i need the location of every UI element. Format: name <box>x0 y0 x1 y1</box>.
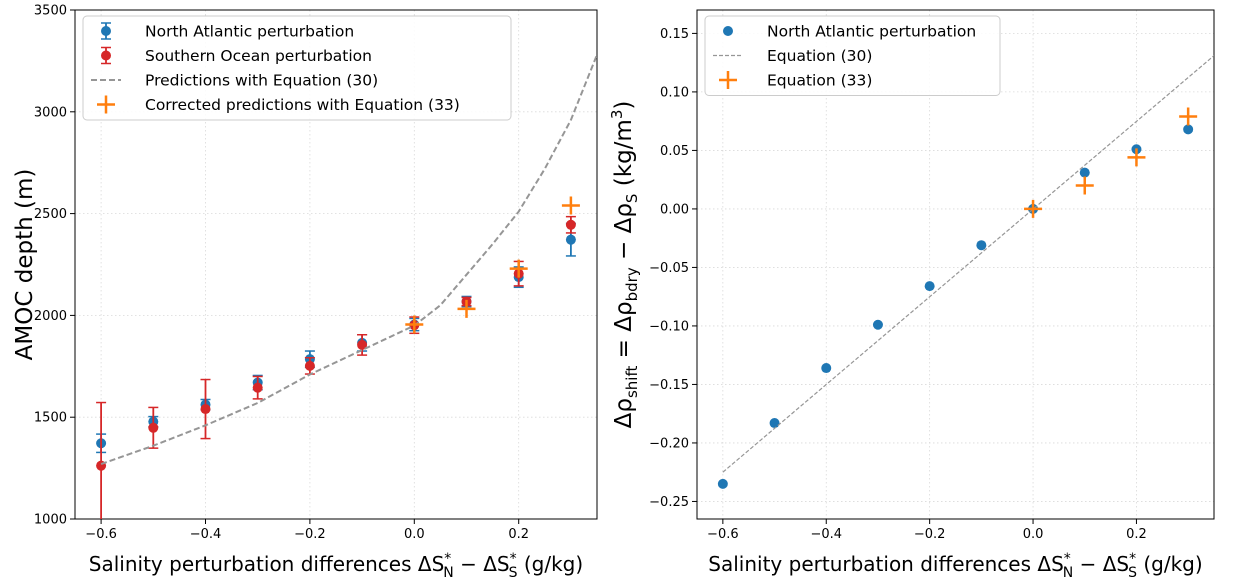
plot-area <box>96 54 597 519</box>
x-tick-label: 0.0 <box>404 527 425 542</box>
x-tick-label: 0.2 <box>508 527 529 542</box>
plus-marker <box>1075 176 1094 195</box>
x-tick-label: −0.6 <box>707 527 739 542</box>
plus-marker <box>1179 107 1198 126</box>
data-point <box>1183 124 1194 135</box>
legend-label: Equation (30) <box>767 47 872 65</box>
data-point <box>821 363 832 374</box>
x-tick-label: −0.2 <box>294 527 326 542</box>
prediction-line <box>100 54 597 465</box>
legend-label: Corrected predictions with Equation (33) <box>145 96 460 114</box>
legend-label: Predictions with Equation (30) <box>145 72 378 90</box>
legend-marker <box>101 50 111 61</box>
x-tick-label: −0.4 <box>810 527 842 542</box>
plus-marker <box>509 259 528 278</box>
plus-marker <box>1127 148 1146 167</box>
legend-label: Southern Ocean perturbation <box>145 47 372 65</box>
legend-marker <box>97 95 115 114</box>
prediction-line <box>722 55 1214 473</box>
data-point <box>252 382 263 393</box>
series-equation-30- <box>722 55 1214 473</box>
series-predictions-with-equation-30- <box>100 54 597 465</box>
y-tick-label: −0.15 <box>649 378 689 393</box>
y-tick-label: 1000 <box>34 513 67 528</box>
legend: North Atlantic perturbation Southern Ocea… <box>82 15 512 121</box>
legend-marker <box>101 26 111 36</box>
y-tick-label: 0.05 <box>660 144 689 159</box>
data-point <box>976 240 987 251</box>
x-axis-label: Salinity perturbation differences ΔS* N −… <box>89 551 583 581</box>
y-tick-label: 0.00 <box>660 202 689 217</box>
y-tick-label: −0.05 <box>649 261 689 276</box>
y-tick-label: −0.20 <box>649 436 689 451</box>
x-tick-label: −0.2 <box>914 527 946 542</box>
data-point <box>357 339 368 350</box>
data-point <box>769 418 780 429</box>
data-point <box>565 219 576 230</box>
x-tick-label: 0.0 <box>1023 527 1044 542</box>
plus-marker <box>561 196 580 215</box>
legend-box <box>82 15 512 121</box>
plus-marker <box>1024 199 1043 218</box>
legend-label: North Atlantic perturbation <box>145 23 354 41</box>
legend-box <box>704 15 1001 96</box>
x-axis-label: Salinity perturbation differences ΔS* N −… <box>708 551 1202 581</box>
plot-frame <box>74 9 598 520</box>
data-point <box>148 422 159 433</box>
series-corrected-predictions-with-equation-33- <box>405 196 580 334</box>
legend-label: Equation (33) <box>767 72 872 90</box>
y-tick-label: 3000 <box>34 105 67 120</box>
data-point <box>200 404 211 415</box>
y-tick-label: 3500 <box>34 4 67 19</box>
series-north-atlantic-perturbation <box>96 222 576 454</box>
y-tick-label: −0.10 <box>649 319 689 334</box>
x-tick-label: −0.4 <box>190 527 222 542</box>
y-axis-label: AMOC depth (m) <box>12 169 38 361</box>
plot-frame <box>696 9 1215 520</box>
x-tick-label: −0.6 <box>85 527 117 542</box>
chart-panel-1: −0.6 −0.4 −0.2 0.0 0.2 1000 1500 2000 2500 3000 35… <box>12 4 598 581</box>
data-point <box>1079 167 1090 178</box>
y-tick-label: 0.10 <box>660 85 689 100</box>
y-tick-label: 1500 <box>34 411 67 426</box>
legend-marker <box>723 26 733 36</box>
series-southern-ocean-perturbation <box>96 215 576 519</box>
plot-area <box>717 55 1214 489</box>
y-tick-label: 2000 <box>34 309 67 324</box>
plus-marker <box>405 315 424 334</box>
data-point <box>565 234 576 245</box>
series-equation-33- <box>1024 107 1198 218</box>
series-north-atlantic-perturbation <box>717 124 1194 489</box>
data-point <box>924 281 935 292</box>
legend-marker <box>719 71 737 89</box>
chart-panel-2: −0.6 −0.4 −0.2 0.0 0.2 −0.25 −0.20 −0.15 −0.10 −0… <box>608 9 1215 581</box>
data-point <box>717 478 728 489</box>
y-tick-label: 0.15 <box>660 27 689 42</box>
y-axis-label: Δρshift = Δρbdry − ΔρS (kg/m3) <box>608 101 641 429</box>
y-tick-label: 2500 <box>34 207 67 222</box>
data-point <box>304 360 315 371</box>
legend-label: North Atlantic perturbation <box>767 23 976 41</box>
legend: North Atlantic perturbation Equation (30)… <box>704 15 1001 96</box>
x-tick-label: 0.2 <box>1126 527 1147 542</box>
y-tick-label: −0.25 <box>649 495 689 510</box>
data-point <box>872 319 883 330</box>
plus-marker <box>457 299 476 318</box>
